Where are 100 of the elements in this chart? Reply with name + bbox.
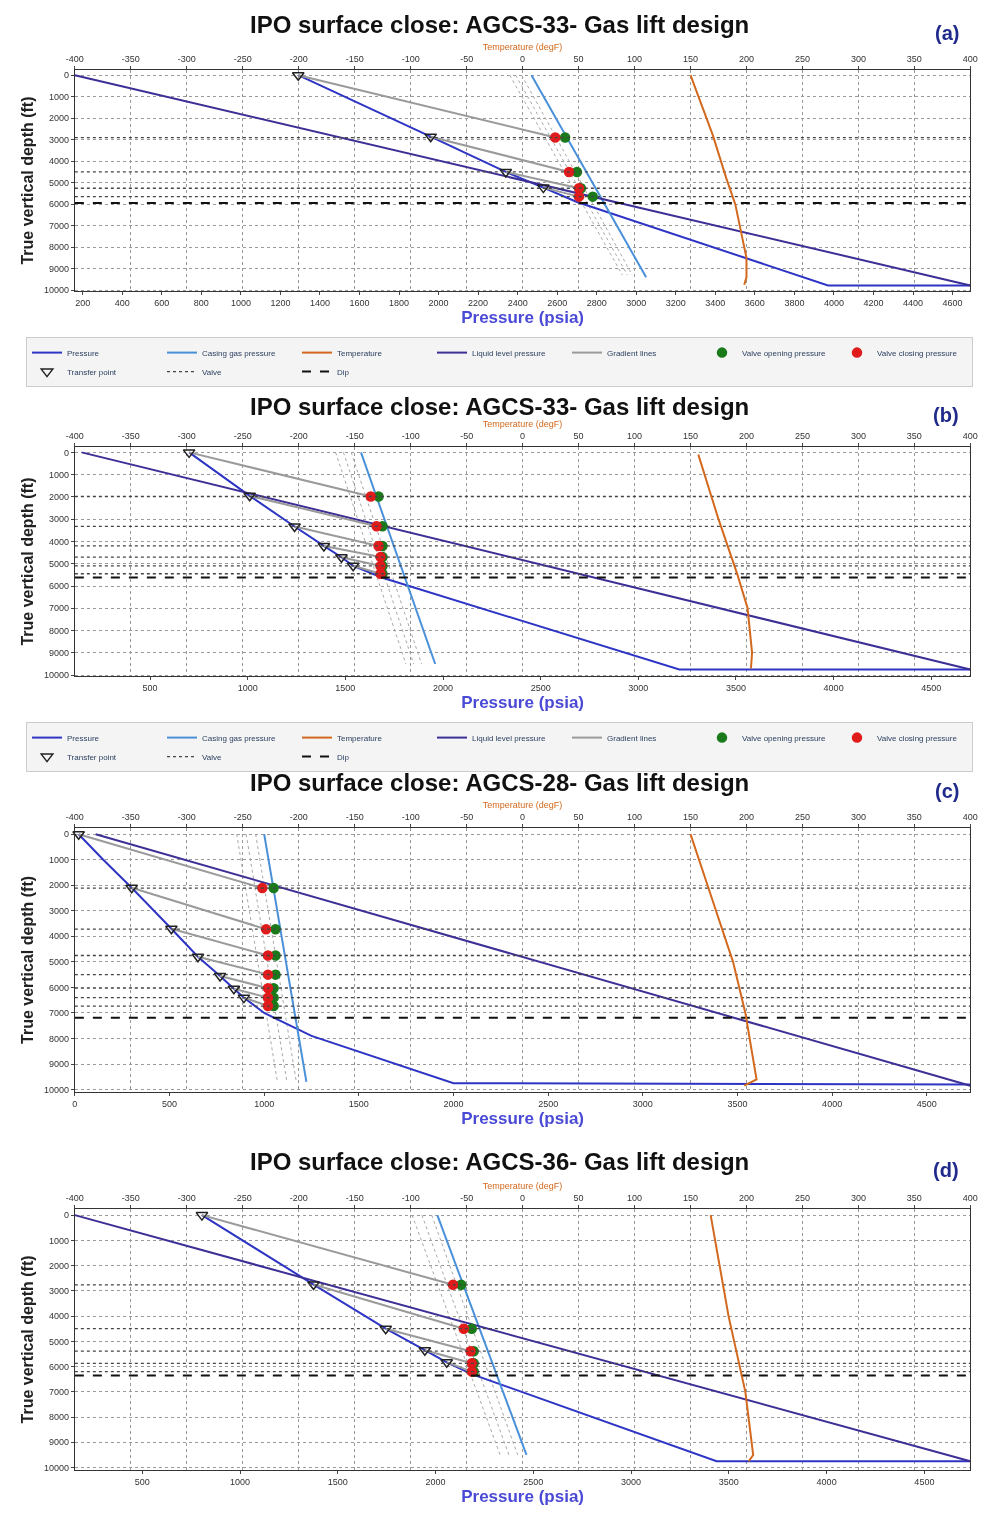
legend-label: Valve opening pressure: [742, 733, 827, 743]
x-axis-title: Pressure (psia): [461, 1109, 585, 1129]
x-tick-label: 1500: [327, 1476, 348, 1487]
x-tick-label: 500: [162, 1098, 178, 1109]
chart-title: IPO surface close: AGCS-33- Gas lift design: [250, 393, 750, 420]
x2-tick-label: 50: [573, 431, 584, 442]
legend-label: Valve: [202, 752, 222, 762]
x2-tick-label: 350: [906, 1193, 922, 1204]
y-tick-label: 1000: [49, 91, 70, 102]
y-tick-label: 10000: [44, 670, 70, 681]
x-tick-label: 600: [154, 298, 170, 309]
y-tick-label: 2000: [49, 1260, 70, 1271]
x2-tick-label: 150: [682, 812, 699, 823]
x2-tick-label: 200: [738, 1193, 754, 1204]
y-tick-label: 1000: [49, 469, 70, 480]
legend-label: Dip: [337, 752, 350, 762]
y-tick-label: 3000: [49, 514, 70, 525]
x2-tick-label: 400: [962, 812, 978, 823]
x2-tick-label: 50: [573, 1193, 584, 1204]
x-tick-label: 4000: [822, 1098, 843, 1109]
x2-tick-label: 350: [906, 431, 922, 442]
x-tick-label: 3000: [628, 683, 649, 694]
legend-label: Pressure: [67, 733, 100, 743]
x2-axis-title: Temperature (degF): [482, 1180, 563, 1191]
x2-tick-label: -100: [401, 1193, 420, 1204]
x2-tick-label: -400: [65, 54, 84, 65]
x-tick-label: 2200: [468, 298, 489, 309]
x2-tick-label: 250: [794, 1193, 810, 1204]
x-tick-label: 3800: [784, 298, 805, 309]
x-tick-label: 1000: [237, 683, 258, 694]
legend-label: Transfer point: [67, 752, 117, 762]
y-tick-label: 0: [64, 447, 70, 458]
x-tick-label: 1000: [230, 298, 251, 309]
x2-tick-label: -250: [233, 812, 252, 823]
y-tick-label: 5000: [49, 558, 70, 569]
x2-tick-label: 0: [520, 54, 526, 65]
y-tick-label: 4000: [49, 156, 70, 167]
x2-tick-label: -50: [460, 431, 474, 442]
x-tick-label: 3200: [665, 298, 686, 309]
x-tick-label: 1400: [309, 298, 330, 309]
x2-tick-label: -350: [121, 431, 140, 442]
x-tick-label: 3500: [718, 1476, 739, 1487]
x-axis-title: Pressure (psia): [461, 308, 585, 328]
y-tick-label: 7000: [49, 1008, 70, 1019]
x-tick-label: 2400: [507, 298, 528, 309]
x2-tick-label: -400: [65, 431, 84, 442]
x2-tick-label: 400: [962, 1193, 978, 1204]
x2-tick-label: -200: [289, 812, 308, 823]
y-tick-label: 7000: [49, 603, 70, 614]
y-tick-label: 10000: [44, 285, 70, 296]
y-axis-title: True vertical depth (ft): [18, 1255, 36, 1424]
legend-label: Dip: [337, 367, 350, 377]
x-tick-label: 3600: [744, 298, 765, 309]
y-tick-label: 2000: [49, 492, 70, 503]
x2-tick-label: -350: [121, 54, 140, 65]
x2-tick-label: -200: [289, 1193, 308, 1204]
legend-label: Gradient lines: [607, 733, 657, 743]
y-tick-label: 2000: [49, 880, 70, 891]
legend-label: Valve closing pressure: [877, 348, 958, 358]
x2-tick-label: -200: [289, 54, 308, 65]
x2-tick-label: 150: [682, 54, 699, 65]
y-tick-label: 6000: [49, 199, 70, 210]
x-tick-label: 3500: [727, 1098, 748, 1109]
y-tick-label: 1000: [49, 1235, 70, 1246]
x-tick-label: 3500: [725, 683, 746, 694]
chart-title: IPO surface close: AGCS-33- Gas lift design: [250, 11, 750, 38]
x2-tick-label: -100: [401, 812, 420, 823]
y-tick-label: 0: [64, 829, 70, 840]
x2-tick-label: 150: [682, 431, 699, 442]
x-tick-label: 3000: [632, 1098, 653, 1109]
x2-tick-label: -400: [65, 1193, 84, 1204]
x2-tick-label: -100: [401, 54, 420, 65]
x2-tick-label: -50: [460, 1193, 474, 1204]
x-tick-label: 4500: [921, 683, 942, 694]
x2-tick-label: -300: [177, 431, 196, 442]
legend-label: Temperature: [337, 348, 383, 358]
y-axis-title: True vertical depth (ft): [18, 875, 36, 1044]
x2-tick-label: -200: [289, 431, 308, 442]
y-tick-label: 4000: [49, 1311, 70, 1322]
text: (d): [933, 1159, 959, 1181]
x-tick-label: 200: [75, 298, 91, 309]
x-tick-label: 800: [193, 298, 209, 309]
x2-tick-label: 300: [850, 1193, 866, 1204]
x-tick-label: 1500: [348, 1098, 369, 1109]
x-tick-label: 4000: [823, 683, 844, 694]
x-tick-label: 3000: [626, 298, 647, 309]
x-tick-label: 1000: [230, 1476, 251, 1487]
x2-tick-label: 300: [850, 431, 866, 442]
x-tick-label: 2000: [425, 1476, 446, 1487]
x-tick-label: 500: [142, 683, 158, 694]
x2-tick-label: 100: [627, 1193, 643, 1204]
x2-tick-label: -150: [345, 54, 364, 65]
legend-label: Gradient lines: [607, 348, 657, 358]
x2-tick-label: 100: [627, 54, 643, 65]
legend-label: Valve opening pressure: [742, 348, 827, 358]
x2-tick-label: 400: [962, 431, 978, 442]
x2-tick-label: 250: [794, 431, 810, 442]
x-tick-label: 1200: [270, 298, 291, 309]
x-tick-label: 4500: [914, 1476, 935, 1487]
x2-tick-label: 0: [520, 812, 526, 823]
